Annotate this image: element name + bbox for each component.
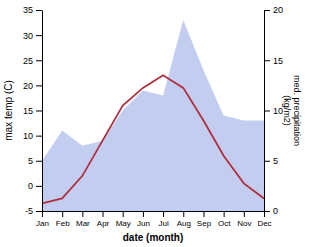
y2-tick-label: 15 — [273, 56, 283, 66]
chart-container: Jan Feb Mar Apr May Jun Jul Aug Sep Oct Nov Dec -5 0 5… — [0, 0, 318, 247]
y-tick-label: 20 — [23, 81, 33, 91]
y-tick: 30 — [23, 31, 42, 41]
x-tick: Feb — [56, 211, 70, 228]
x-tick-mark — [183, 211, 184, 217]
x-tick: Apr — [97, 211, 110, 228]
y-tick: 20 — [23, 81, 42, 91]
precipitation-area — [42, 20, 264, 211]
y-tick-mark — [36, 186, 42, 187]
y2-axis-title-line: (kg/m2) — [282, 95, 292, 126]
x-tick: Jan — [36, 211, 49, 228]
x-tick-label: Feb — [56, 219, 70, 228]
y-tick-mark — [36, 211, 42, 212]
y2-tick-mark — [264, 161, 270, 162]
y2-tick-mark — [264, 111, 270, 112]
y2-tick-mark — [264, 60, 270, 61]
x-tick-label: Sep — [197, 219, 212, 228]
y-tick-label: 10 — [23, 131, 33, 141]
y-tick: 15 — [23, 106, 42, 116]
x-tick-mark — [82, 211, 83, 217]
x-tick-label: Nov — [237, 219, 251, 228]
y2-tick-label: 20 — [273, 5, 283, 15]
y-tick-mark — [36, 85, 42, 86]
x-tick-mark — [163, 211, 164, 217]
y-tick-mark — [36, 35, 42, 36]
x-tick-mark — [203, 211, 204, 217]
marks — [42, 20, 264, 211]
y-tick-mark — [36, 111, 42, 112]
x-tick-label: Oct — [218, 219, 231, 228]
y2-tick-mark — [264, 10, 270, 11]
y-tick-label: 0 — [28, 181, 33, 191]
y-tick: 5 — [28, 156, 42, 166]
y2-tick: 0 — [264, 206, 278, 216]
plot-area: Jan Feb Mar Apr May Jun Jul Aug Sep Oct Nov Dec -5 0 5… — [3, 5, 302, 243]
x-tick-label: Aug — [177, 219, 191, 228]
y-tick-label: 30 — [23, 31, 33, 41]
y2-axis-title: med. precipitation(kg/m2) — [282, 75, 302, 146]
x-tick-mark — [244, 211, 245, 217]
y-axis-title: max temp (C) — [3, 80, 14, 141]
y-tick-label: 5 — [28, 156, 33, 166]
y-tick-label: -5 — [25, 206, 33, 216]
x-tick-mark — [62, 211, 63, 217]
x-tick: Jul — [158, 211, 168, 228]
x-tick: Oct — [218, 211, 231, 228]
y-tick: 0 — [28, 181, 42, 191]
x-tick: Mar — [76, 211, 90, 228]
y-tick-label: 15 — [23, 106, 33, 116]
chart: Jan Feb Mar Apr May Jun Jul Aug Sep Oct Nov Dec -5 0 5… — [0, 0, 318, 247]
y-tick: 35 — [23, 5, 42, 15]
x-tick-label: Jul — [158, 219, 168, 228]
y-tick-label: 25 — [23, 56, 33, 66]
y2-tick-label: 10 — [273, 106, 283, 116]
y-tick-mark — [36, 10, 42, 11]
y-tick: -5 — [25, 206, 42, 216]
y-tick-mark — [36, 60, 42, 61]
x-tick: Aug — [177, 211, 191, 228]
y2-tick-mark — [264, 211, 270, 212]
y2-tick-label: 5 — [273, 156, 278, 166]
x-tick-mark — [224, 211, 225, 217]
x-tick: May — [116, 211, 131, 228]
y-tick: 25 — [23, 56, 42, 66]
y2-tick-label: 0 — [273, 206, 278, 216]
x-tick: Sep — [197, 211, 212, 228]
y2-axis-title-line: med. precipitation — [292, 75, 302, 146]
axis-line — [42, 11, 43, 212]
y-tick-mark — [36, 161, 42, 162]
x-tick-label: Dec — [257, 219, 271, 228]
x-tick: Dec — [257, 211, 271, 228]
y-axis: -5 0 5 10 15 20 25 30 35 — [23, 5, 43, 216]
x-tick-label: Jun — [137, 219, 150, 228]
x-tick-label: Apr — [97, 219, 110, 228]
y2-axis: 0 5 10 15 20 — [264, 5, 283, 216]
x-tick-label: Jan — [36, 219, 49, 228]
x-tick-mark — [42, 211, 43, 217]
x-tick-mark — [143, 211, 144, 217]
y2-tick: 15 — [264, 56, 283, 66]
y2-tick: 10 — [264, 106, 283, 116]
y-tick-label: 35 — [23, 5, 33, 15]
y2-tick: 5 — [264, 156, 278, 166]
x-tick-mark — [103, 211, 104, 217]
x-tick-label: Mar — [76, 219, 90, 228]
x-tick: Jun — [137, 211, 150, 228]
temperature-line — [42, 75, 264, 203]
x-axis-title: date (month) — [123, 232, 184, 243]
x-tick-label: May — [116, 219, 131, 228]
x-tick-mark — [123, 211, 124, 217]
y2-tick: 20 — [264, 5, 283, 15]
axis-line — [43, 211, 265, 212]
y-tick: 10 — [23, 131, 42, 141]
y-tick-mark — [36, 136, 42, 137]
x-tick: Nov — [237, 211, 251, 228]
x-axis: Jan Feb Mar Apr May Jun Jul Aug Sep Oct Nov Dec — [36, 211, 272, 228]
